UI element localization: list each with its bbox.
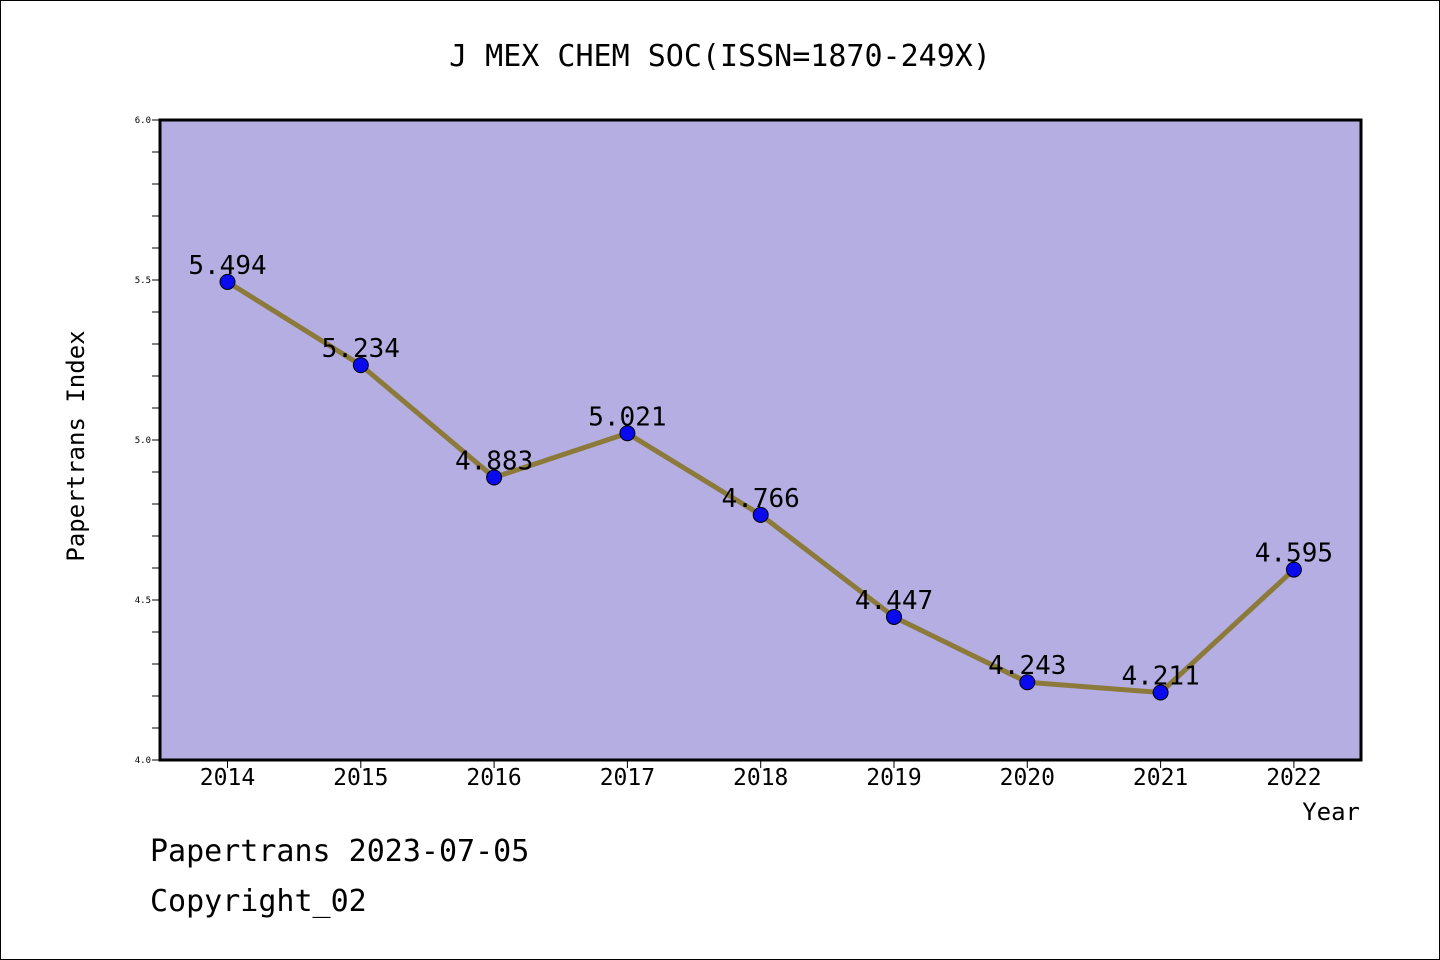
- x-tick-label: 2021: [1133, 765, 1188, 791]
- y-tick-label: 4.0: [135, 756, 151, 766]
- x-axis: 2014 2015 2016 2017 2018 2019 2020 2021 2022: [200, 760, 1322, 791]
- data-label: 4.766: [722, 484, 800, 514]
- plot-border: [158, 118, 1363, 762]
- data-label: 4.243: [988, 651, 1066, 681]
- x-tick-label: 2016: [466, 765, 521, 791]
- data-point: [219, 273, 236, 290]
- y-tick-label: 5.0: [135, 436, 151, 446]
- y-axis-title: Papertrans Index: [62, 330, 90, 561]
- data-point: [1019, 674, 1036, 691]
- data-point: [886, 608, 902, 625]
- data-label: 5.234: [322, 334, 400, 364]
- chart-title: J MEX CHEM SOC(ISSN=1870-249X): [449, 39, 991, 74]
- data-point: [1285, 561, 1302, 578]
- data-label: 4.447: [855, 586, 933, 616]
- data-label: 5.021: [588, 402, 666, 432]
- data-label: 4.211: [1121, 661, 1199, 691]
- x-tick-label: 2020: [1000, 765, 1055, 791]
- data-label: 4.883: [455, 446, 533, 476]
- data-label: 4.595: [1255, 539, 1333, 569]
- x-tick-label: 2019: [866, 765, 921, 791]
- footer-copyright-text: Copyright_02: [150, 884, 367, 919]
- x-tick-label: 2017: [600, 765, 655, 791]
- x-tick-label: 2014: [200, 765, 255, 791]
- y-tick-label: 6.0: [135, 116, 151, 126]
- data-point: [619, 425, 636, 442]
- x-tick-label: 2015: [333, 765, 388, 791]
- data-point: [486, 469, 503, 486]
- plot-area: [160, 120, 1361, 760]
- series-line-group: 5.494 5.234 4.883 5.021 4.766 4.447 4.243 4.211…: [188, 251, 1333, 701]
- y-axis: 4.0 4.5 5.0 5.5 6.0: [135, 116, 160, 766]
- data-point: [752, 506, 769, 523]
- footer-date-text: Papertrans 2023-07-05: [150, 834, 530, 869]
- y-tick-label: 4.5: [135, 596, 151, 606]
- data-label: 5.494: [188, 251, 266, 281]
- data-point: [1152, 684, 1169, 701]
- y-tick-label: 5.5: [135, 276, 151, 286]
- data-point: [352, 357, 369, 374]
- x-axis-title: Year: [1302, 798, 1360, 826]
- x-tick-label: 2018: [733, 765, 788, 791]
- x-tick-label: 2022: [1266, 765, 1321, 791]
